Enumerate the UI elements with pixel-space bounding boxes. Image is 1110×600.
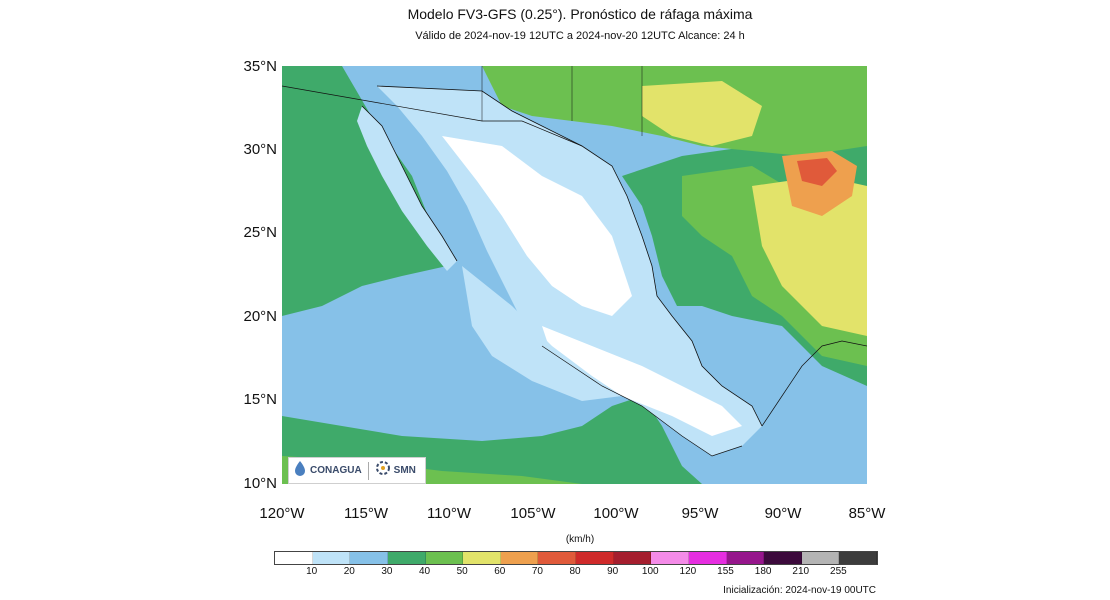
colorbar-label: 70	[531, 566, 543, 577]
colorbar-swatch	[538, 552, 576, 564]
colorbar-swatch	[350, 552, 388, 564]
colorbar-swatch	[312, 552, 351, 564]
smn-logo-icon	[375, 460, 391, 481]
smn-logo-text: SMN	[393, 465, 416, 476]
lat-label-20n: 20°N	[243, 308, 277, 325]
colorbar-label: 155	[717, 566, 734, 577]
gulf-yellow	[752, 176, 867, 336]
colorbar-label: 40	[418, 566, 431, 577]
pacific-coast-south	[541, 345, 743, 457]
gulf-red-core	[797, 158, 837, 186]
colorbar-swatch	[275, 552, 313, 564]
lat-label-10n: 10°N	[243, 475, 277, 492]
lon-label-115w: 115°W	[343, 505, 389, 522]
map-canvas	[282, 66, 867, 484]
texas-yellow	[642, 81, 762, 146]
coastline-baja	[361, 105, 458, 262]
coastline-east	[376, 85, 763, 427]
lon-label-105w: 105°W	[510, 505, 556, 522]
colorbar-swatch	[839, 552, 877, 564]
southern-mexico-calm	[542, 326, 742, 436]
colorbar-label: 10	[306, 566, 318, 577]
colorbar-label: 80	[569, 566, 581, 577]
logo-separator	[367, 461, 369, 480]
colorbar-swatch	[688, 552, 727, 564]
central-america-coast	[761, 340, 867, 427]
lat-label-15n: 15°N	[243, 391, 277, 408]
lon-label-85w: 85°W	[848, 505, 886, 522]
coastal-light-blue	[462, 266, 622, 401]
mexico-interior-calm	[442, 136, 632, 316]
colorbar-swatch	[425, 552, 464, 564]
colorbar-swatch	[801, 552, 840, 564]
colorbar-label: 255	[830, 566, 847, 577]
lat-label-25n: 25°N	[243, 224, 277, 241]
map-title: Modelo FV3-GFS (0.25°). Pronóstico de rá…	[407, 6, 753, 22]
colorbar-label: 210	[792, 566, 810, 577]
lat-label-35n: 35°N	[243, 58, 277, 75]
colorbar-label: 180	[754, 566, 772, 577]
lon-label-90w: 90°W	[764, 505, 802, 522]
us-mexico-border	[282, 85, 583, 147]
init-time: Inicialización: 2024-nov-19 00UTC	[723, 585, 876, 596]
colorbar-swatch	[500, 552, 539, 564]
lat-label-30n: 30°N	[243, 141, 277, 158]
baja-california	[357, 106, 457, 271]
us-state-lines	[481, 66, 643, 136]
colorbar-label: 90	[607, 566, 619, 577]
colorbar	[274, 551, 878, 565]
colorbar-swatch	[613, 552, 652, 564]
colorbar-unit: (km/h)	[565, 534, 595, 545]
map-subtitle: Válido de 2024-nov-19 12UTC a 2024-nov-2…	[415, 30, 745, 42]
pacific-green-band	[282, 66, 447, 316]
colorbar-swatch	[651, 552, 689, 564]
lon-label-120w: 120°W	[259, 505, 305, 522]
colorbar-swatch	[463, 552, 501, 564]
lon-label-95w: 95°W	[681, 505, 719, 522]
colorbar-label: 120	[679, 566, 697, 577]
forecast-map	[282, 66, 867, 484]
logo-panel: CONAGUA SMN	[288, 457, 426, 484]
lon-label-110w: 110°W	[426, 505, 472, 522]
colorbar-swatch	[726, 552, 765, 564]
colorbar-label: 100	[641, 566, 659, 577]
colorbar-swatch	[576, 552, 614, 564]
colorbar-label: 50	[456, 566, 468, 577]
colorbar-swatch	[764, 552, 802, 564]
lon-label-100w: 100°W	[593, 505, 639, 522]
colorbar-label: 30	[381, 566, 393, 577]
colorbar-label: 20	[343, 566, 355, 577]
colorbar-swatch	[387, 552, 426, 564]
conagua-logo-text: CONAGUA	[310, 465, 362, 476]
conagua-logo-icon	[293, 460, 307, 481]
colorbar-label: 60	[494, 566, 506, 577]
